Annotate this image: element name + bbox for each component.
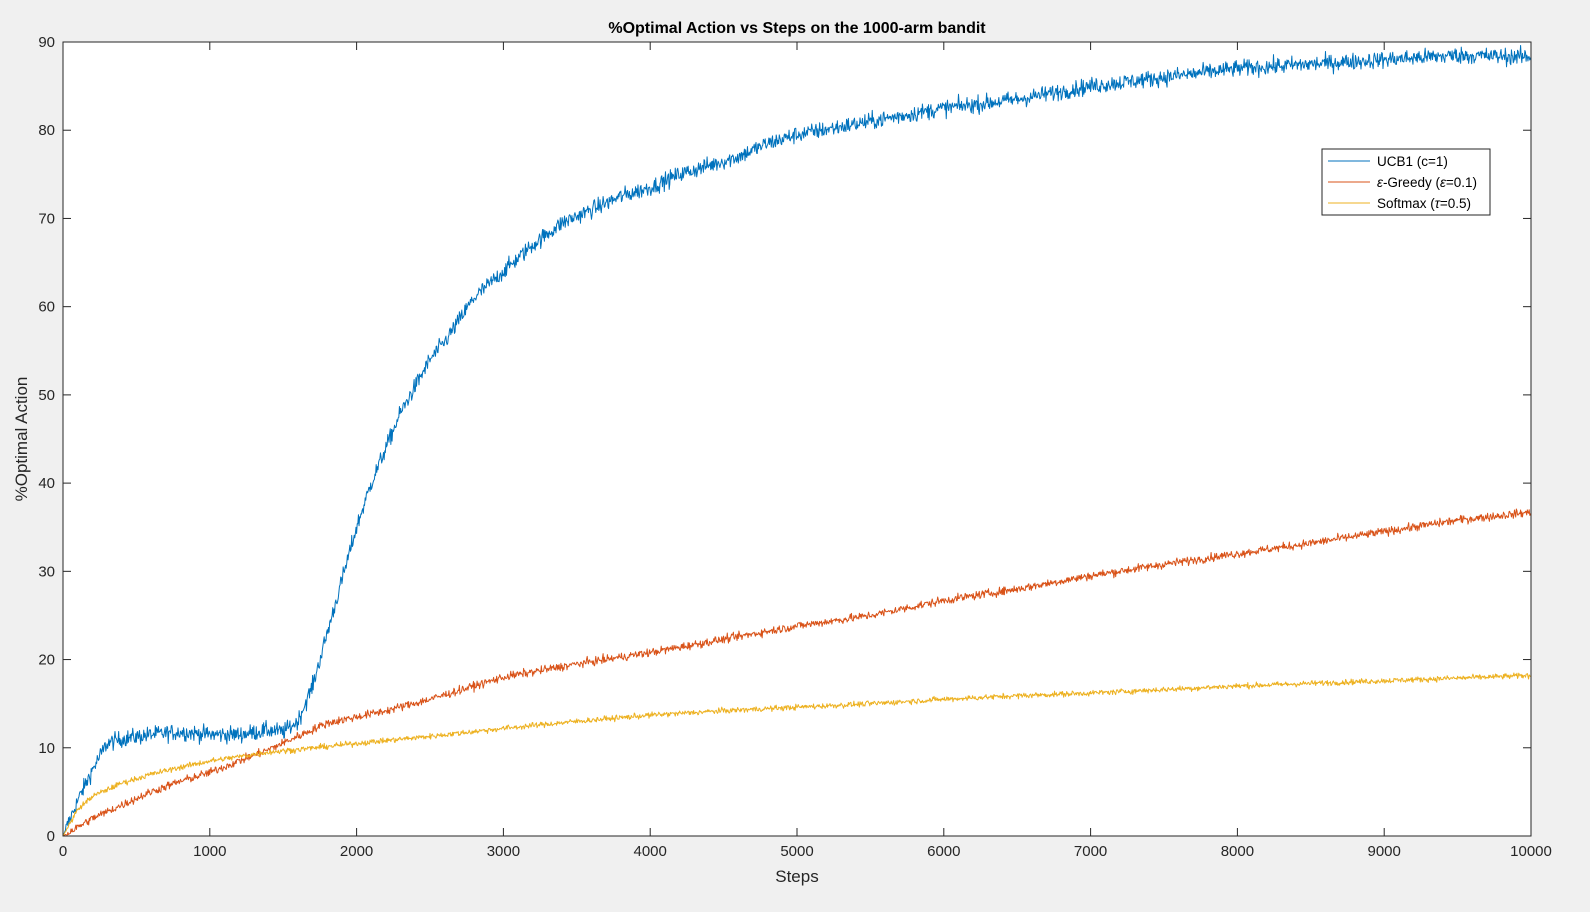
x-tick-label: 3000 [487, 843, 520, 860]
x-tick-label: 8000 [1221, 843, 1254, 860]
axes-background [63, 42, 1531, 836]
y-tick-label: 20 [38, 652, 55, 669]
chart-title: %Optimal Action vs Steps on the 1000-arm… [608, 20, 986, 37]
y-tick-label: 80 [38, 122, 55, 139]
legend-label-part: ε [1377, 175, 1384, 190]
y-tick-label: 50 [38, 387, 55, 404]
legend-label-part: =0.5) [1440, 196, 1471, 211]
y-tick-label: 60 [38, 299, 55, 316]
x-tick-label: 7000 [1074, 843, 1107, 860]
y-axis-label: %Optimal Action [12, 377, 31, 502]
legend-label-softmax: Softmax (τ=0.5) [1377, 196, 1471, 211]
x-axis-label: Steps [775, 867, 818, 886]
legend-label-part: =0.1) [1446, 175, 1477, 190]
legend-label-part: Softmax ( [1377, 196, 1435, 211]
series-line-ucb1 [62, 44, 1532, 837]
x-tick-label: 9000 [1368, 843, 1401, 860]
y-tick-label: 90 [38, 34, 55, 51]
ticks-layer: 0 1000 2000 3000 4000 5000 6000 7000 8000 9000 100… [38, 34, 1552, 860]
legend-label-ucb1: UCB1 (c=1) [1377, 154, 1448, 169]
y-tick-label: 0 [47, 828, 55, 845]
legend-label-part: UCB1 (c=1) [1377, 154, 1448, 169]
x-tick-label: 4000 [634, 843, 667, 860]
legend-label-epsilon-greedy: ε-Greedy (ε=0.1) [1377, 175, 1477, 190]
series-line-epsilon-greedy [62, 508, 1532, 837]
y-tick-label: 70 [38, 210, 55, 227]
x-tick-label: 5000 [780, 843, 813, 860]
legend: UCB1 (c=1)ε-Greedy (ε=0.1)Softmax (τ=0.5… [1321, 148, 1491, 216]
legend-label-part: ε [1440, 175, 1447, 190]
series-layer [62, 44, 1532, 837]
x-tick-label: 6000 [927, 843, 960, 860]
y-tick-label: 40 [38, 475, 55, 492]
x-tick-label: 10000 [1510, 843, 1552, 860]
legend-label-part: τ [1435, 196, 1441, 211]
x-tick-label: 1000 [193, 843, 226, 860]
x-tick-label: 0 [59, 843, 67, 860]
y-tick-label: 10 [38, 740, 55, 757]
series-line-softmax [62, 672, 1532, 837]
y-tick-label: 30 [38, 563, 55, 580]
legend-label-part: -Greedy ( [1383, 175, 1441, 190]
x-tick-label: 2000 [340, 843, 373, 860]
